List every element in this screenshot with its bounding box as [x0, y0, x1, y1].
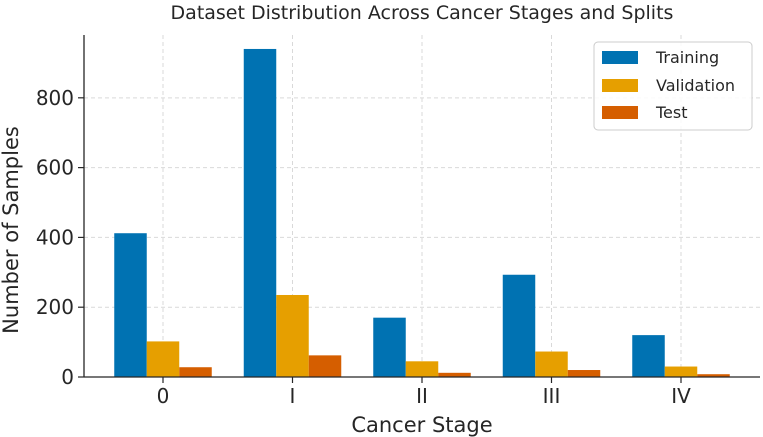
y-tick-label: 0: [61, 365, 74, 389]
bar-validation-stage-i: [276, 294, 309, 377]
bar-training-stage-i: [243, 48, 277, 378]
legend-swatch-validation: [602, 79, 638, 92]
bar-training-stage-iii: [502, 274, 536, 377]
bar-test-stage-i: [308, 355, 342, 377]
legend-label-training: Training: [655, 48, 719, 67]
bar-training-stage-iv: [632, 335, 665, 377]
bar-test-stage-ii: [438, 372, 471, 377]
y-axis-label: Number of Samples: [0, 126, 23, 334]
legend-label-validation: Validation: [656, 76, 735, 95]
bar-training-stage-0: [114, 233, 147, 377]
x-tick-label: I: [290, 384, 296, 408]
bar-test-stage-0: [179, 367, 212, 377]
x-tick-label: 0: [157, 384, 170, 408]
x-axis-label: Cancer Stage: [351, 413, 492, 437]
legend-label-test: Test: [655, 103, 688, 122]
y-tick-label: 200: [36, 295, 74, 319]
grid-layer: [84, 35, 760, 377]
bar-validation-stage-iv: [664, 366, 698, 377]
x-tick-label: IV: [671, 384, 691, 408]
legend-swatch-test: [602, 106, 638, 119]
y-tick-label: 800: [36, 86, 74, 110]
bar-validation-stage-0: [146, 341, 180, 377]
x-tick-label: III: [543, 384, 561, 408]
chart-title: Dataset Distribution Across Cancer Stage…: [171, 2, 674, 24]
bar-test-stage-iii: [567, 370, 601, 377]
y-tick-label: 600: [36, 156, 74, 180]
bar-validation-stage-iii: [535, 351, 568, 377]
x-tick-label: II: [416, 384, 428, 408]
y-tick-label: 400: [36, 225, 74, 249]
bar-training-stage-ii: [373, 317, 406, 377]
legend: Training Validation Test: [593, 41, 753, 131]
bar-test-stage-iv: [697, 374, 730, 377]
bars-layer: [114, 48, 730, 378]
legend-swatch-training: [602, 51, 638, 64]
bar-validation-stage-ii: [405, 361, 439, 377]
